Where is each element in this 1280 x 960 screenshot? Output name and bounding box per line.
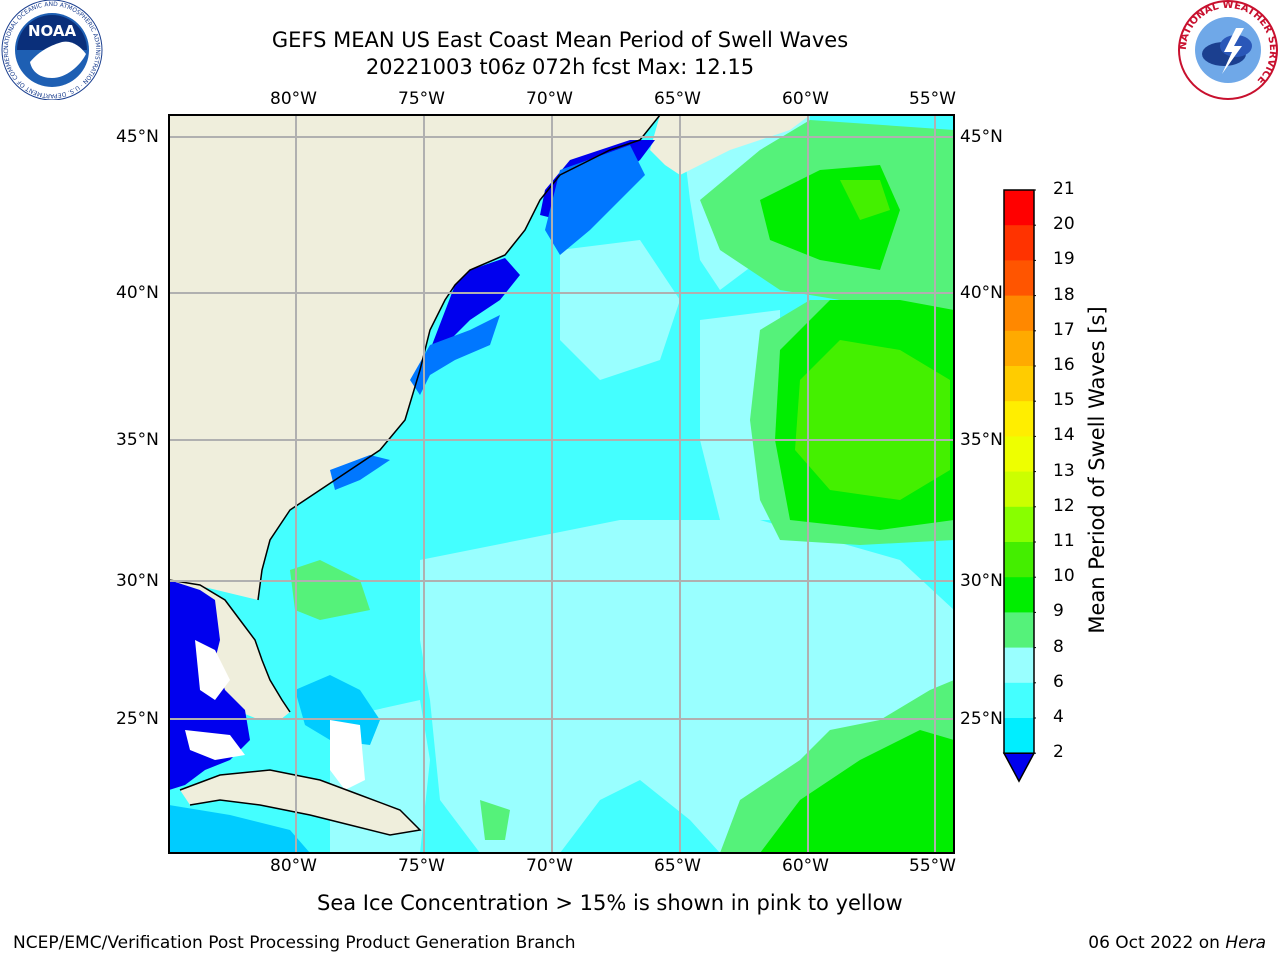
lat-label-right: 40°N <box>960 283 1003 303</box>
yellow-green-region <box>795 340 950 500</box>
lon-label-top: 55°W <box>909 89 956 109</box>
colorbar-label: 9 <box>1053 601 1064 622</box>
colorbar-label: 2 <box>1053 742 1064 763</box>
colorbar-label: 21 <box>1053 179 1075 199</box>
colorbar-box <box>1004 225 1034 261</box>
colorbar-box <box>1004 401 1034 437</box>
footer-date: 06 Oct 2022 on Hera <box>1088 933 1266 953</box>
map-plot <box>168 114 955 854</box>
coastline <box>169 579 291 713</box>
colorbar-box <box>1004 612 1034 649</box>
colorbar-label: 14 <box>1053 425 1075 446</box>
light-green-region <box>480 800 510 840</box>
svg-text:NOAA: NOAA <box>28 22 77 40</box>
lat-label-left: 45°N <box>116 127 159 147</box>
colorbar-label: 17 <box>1053 319 1075 340</box>
footer-credit: NCEP/EMC/Verification Post Processing Pr… <box>13 933 576 953</box>
canada-land <box>650 115 810 175</box>
colorbar-label: 4 <box>1053 707 1064 727</box>
coastal-blue-band <box>410 315 500 395</box>
lon-label-bottom: 70°W <box>526 856 573 876</box>
colorbar-box <box>1004 366 1034 402</box>
colorbar-box <box>1004 577 1034 613</box>
colorbar-extend-arrow <box>1002 752 1036 783</box>
lon-label-bottom: 80°W <box>270 856 317 876</box>
lon-label-bottom: 60°W <box>782 856 829 876</box>
lon-label-top: 80°W <box>270 89 317 109</box>
colorbar-label: 18 <box>1053 284 1075 305</box>
lon-label-top: 60°W <box>782 89 829 109</box>
colorbar-label: 16 <box>1053 355 1075 375</box>
colorbar-box <box>1004 718 1034 754</box>
colorbar-label: 8 <box>1053 636 1064 657</box>
lat-label-right: 45°N <box>960 127 1003 147</box>
cuba-south-blue <box>169 805 310 853</box>
lat-label-left: 30°N <box>116 571 159 591</box>
florida-white-patch <box>185 730 245 760</box>
coastal-blue-band <box>545 145 645 255</box>
coastline <box>179 769 422 836</box>
colorbar-label: 12 <box>1053 495 1075 516</box>
sea-ice-note: Sea Ice Concentration > 15% is shown in … <box>317 891 903 915</box>
lat-label-right: 25°N <box>960 709 1003 729</box>
noaa-logo: NATIONAL OCEANIC AND ATMOSPHERIC ADMINIS… <box>0 0 104 101</box>
lon-label-top: 70°W <box>526 89 573 109</box>
colorbar-label: 13 <box>1053 460 1075 481</box>
colorbar-box <box>1004 436 1034 473</box>
lon-label-top: 65°W <box>654 89 701 109</box>
colorbar-label: 15 <box>1053 390 1075 411</box>
colorbar-label: 11 <box>1053 531 1075 551</box>
coastal-blue-band <box>432 258 520 345</box>
colorbar-box <box>1004 506 1034 543</box>
lat-label-right: 30°N <box>960 571 1003 591</box>
colorbar-box <box>1004 260 1034 297</box>
colorbar-label: 19 <box>1053 249 1075 270</box>
nws-logo: NATIONAL WEATHER SERVICE <box>1176 0 1280 100</box>
lat-label-left: 40°N <box>116 283 159 303</box>
chart-subtitle: 20221003 t06z 072h fcst Max: 12.15 <box>365 55 755 79</box>
lon-label-bottom: 55°W <box>909 856 956 876</box>
north-america-land <box>169 115 660 600</box>
gridlines <box>169 115 954 853</box>
colorbar-box <box>1004 647 1034 684</box>
colorbar-box <box>1004 190 1034 226</box>
colorbar-title: Mean Period of Swell Waves [s] <box>1085 306 1109 634</box>
colorbar-box <box>1004 330 1034 367</box>
map-frame <box>168 114 955 854</box>
colorbar-box <box>1004 542 1034 578</box>
florida-white-patch <box>195 640 230 700</box>
colorbar <box>1002 189 1036 783</box>
colorbar-box <box>1004 471 1034 508</box>
lat-label-left: 25°N <box>116 709 159 729</box>
colorbar-label: 20 <box>1053 214 1075 235</box>
coastal-blue-band <box>330 455 390 490</box>
lon-label-top: 75°W <box>398 89 445 109</box>
yellow-green-region <box>840 180 890 220</box>
bahamas-white <box>330 720 365 790</box>
lon-label-bottom: 75°W <box>398 856 445 876</box>
cuba-land <box>180 770 420 835</box>
lat-label-left: 35°N <box>116 430 159 450</box>
chart-title: GEFS MEAN US East Coast Mean Period of S… <box>271 28 849 52</box>
lat-label-right: 35°N <box>960 430 1003 450</box>
light-cyan-region <box>560 240 680 380</box>
colorbar-label: 10 <box>1053 566 1075 587</box>
coastline <box>257 115 661 601</box>
light-green-region <box>290 560 370 620</box>
footer-date-text: 06 Oct 2022 on <box>1088 933 1226 953</box>
colorbar-label: 6 <box>1053 671 1064 692</box>
lon-label-bottom: 65°W <box>654 856 701 876</box>
colorbar-box <box>1004 295 1034 332</box>
footer-machine: Hera <box>1225 933 1266 953</box>
colorbar-box <box>1004 682 1034 719</box>
